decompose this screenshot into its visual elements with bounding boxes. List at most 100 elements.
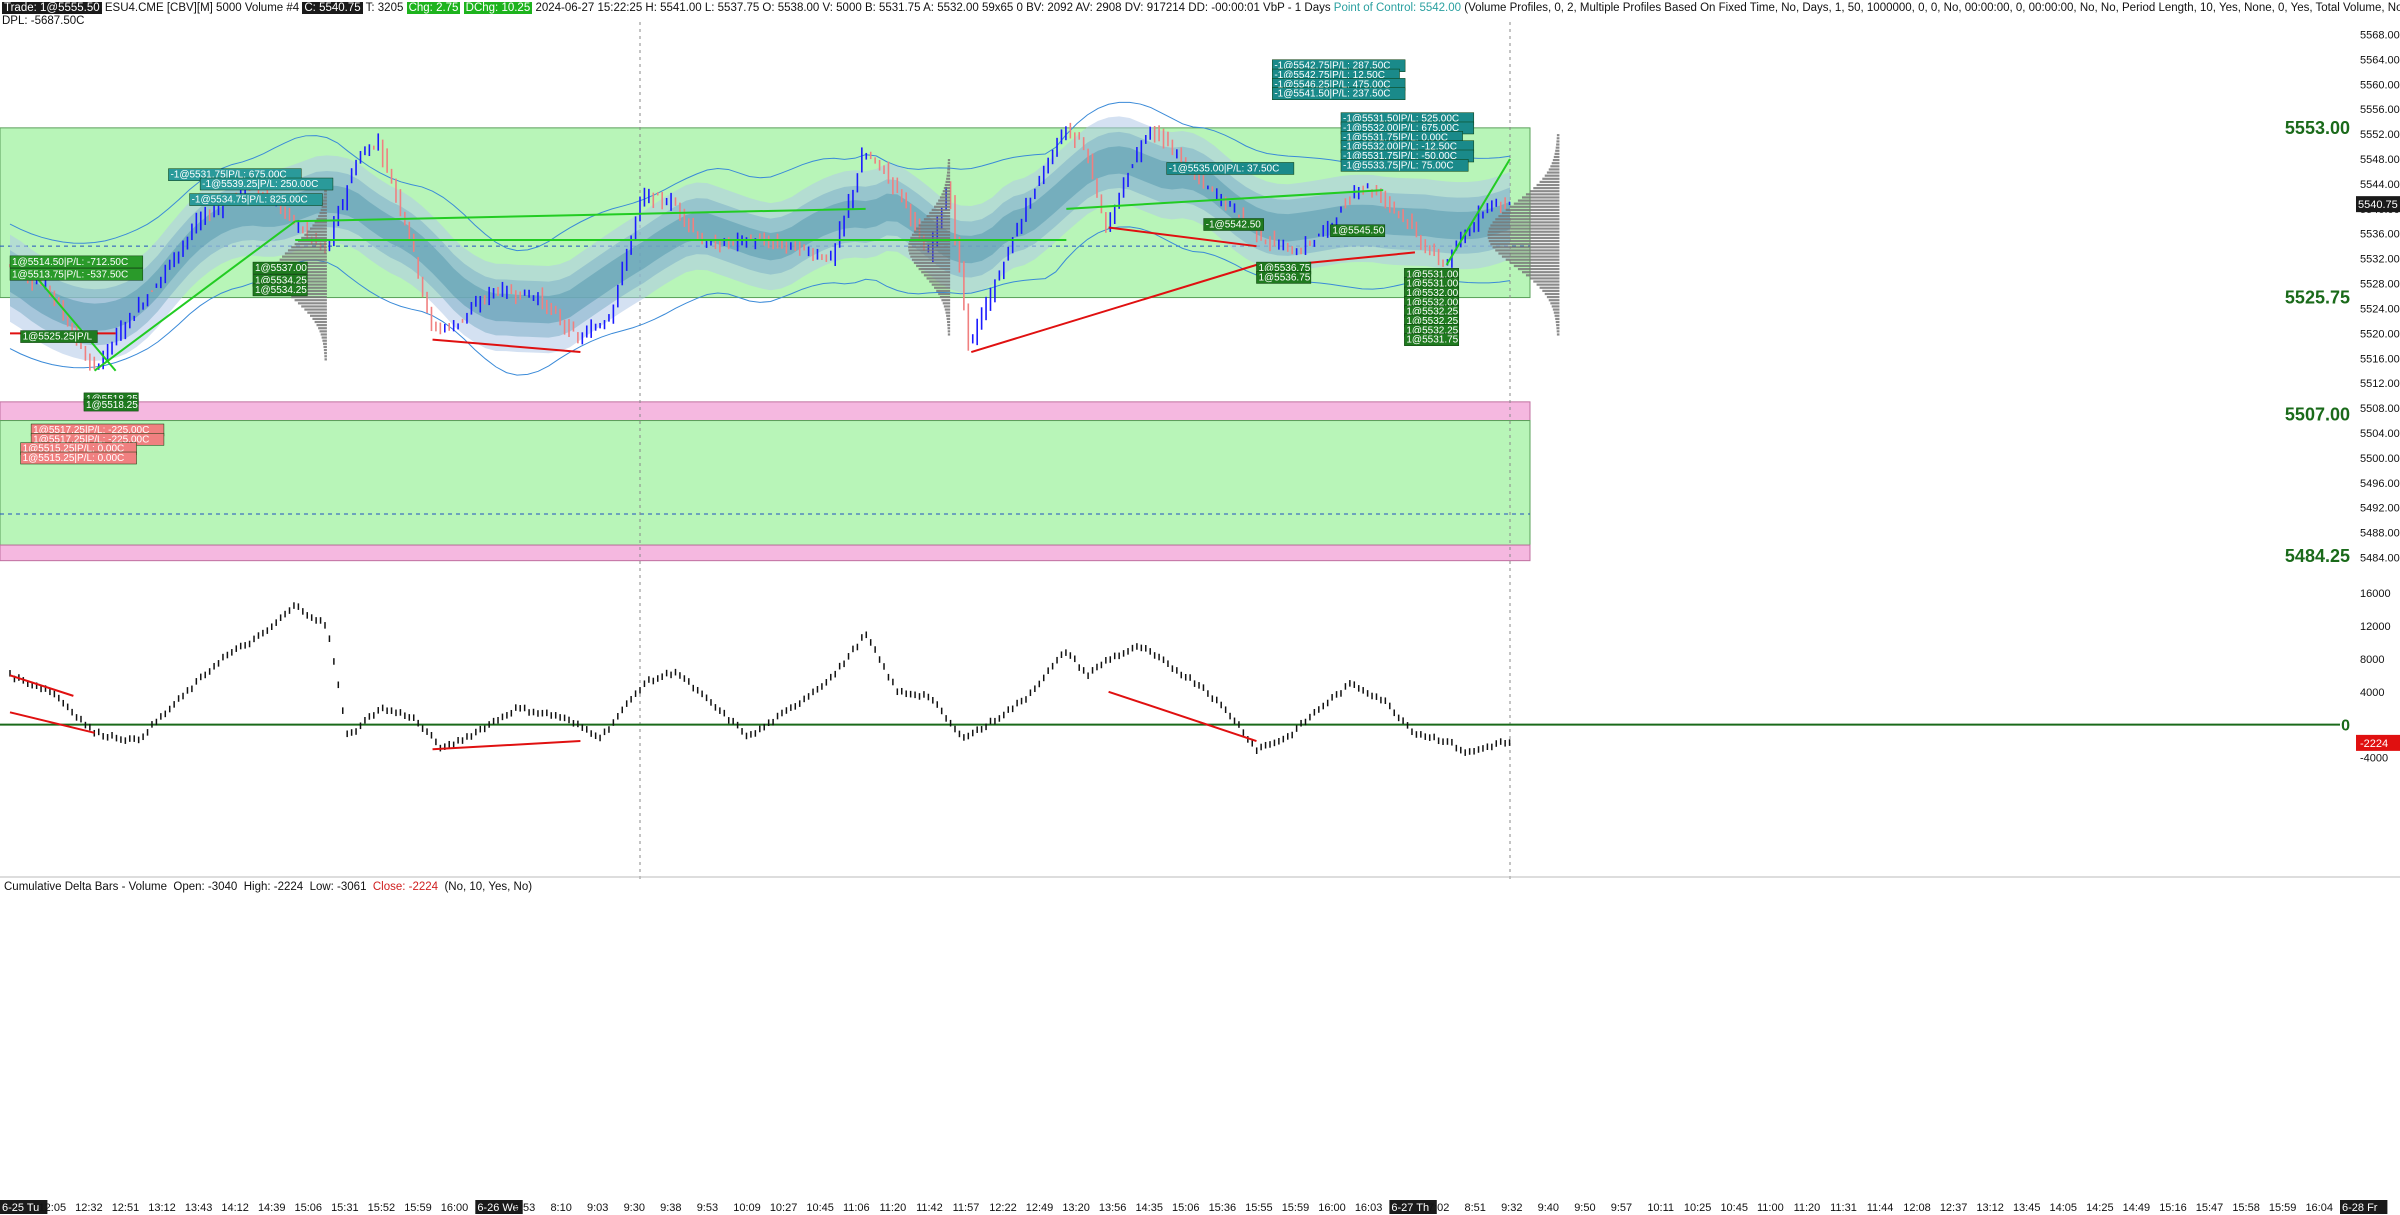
- profile-bar: [304, 308, 327, 311]
- profile-bar: [916, 227, 951, 230]
- profile-bar: [1553, 311, 1560, 314]
- delta-tick: 8000: [2360, 654, 2384, 666]
- time-label: 10:11: [1647, 1202, 1674, 1214]
- profile-bar: [1551, 162, 1560, 165]
- profile-bar: [916, 264, 951, 268]
- time-label: 12:49: [1026, 1202, 1054, 1214]
- price-tick: 5536.00: [2360, 229, 2400, 241]
- profile-bar: [294, 243, 327, 246]
- profile-bar: [946, 314, 951, 317]
- profile-bar: [941, 193, 951, 196]
- profile-bar: [942, 302, 951, 305]
- order-label-bg: [1340, 159, 1469, 172]
- order-label: 1@5515.25|P/L: 0.00C: [23, 453, 125, 464]
- profile-bar: [909, 252, 951, 255]
- profile-bar: [943, 305, 951, 308]
- time-label: 13:20: [1062, 1202, 1090, 1214]
- order-label-bg: [252, 283, 308, 297]
- order-label: 1@5532.00: [1406, 297, 1458, 308]
- time-label: 14:12: [221, 1202, 249, 1214]
- profile-bar: [1554, 152, 1560, 155]
- profile-bar: [1487, 236, 1560, 240]
- time-label: 13:12: [1976, 1202, 2004, 1214]
- price-tick: 5508.00: [2360, 403, 2400, 415]
- details-label: 2024-06-27 15:22:25 H: 5541.00 L: 5537.7…: [535, 2, 1331, 14]
- order-label: 1@5532.25: [1406, 307, 1458, 318]
- profile-bar: [1529, 190, 1560, 193]
- profile-bar: [947, 168, 951, 171]
- profile-bar: [307, 311, 327, 314]
- time-label: 12:32: [75, 1202, 103, 1214]
- profile-bar: [321, 336, 327, 339]
- profile-bar: [931, 208, 951, 212]
- profile-bar: [945, 180, 951, 183]
- time-label: 14:05: [2050, 1202, 2078, 1214]
- price-tick: 5544.00: [2360, 179, 2400, 191]
- profile-bar: [321, 205, 327, 208]
- profile-bar: [1539, 286, 1560, 289]
- profile-bar: [1521, 271, 1560, 274]
- profile-bar: [909, 239, 951, 243]
- time-label: 10:27: [770, 1202, 798, 1214]
- order-label: 1@5531.75: [1406, 335, 1458, 346]
- order-label: 1@5518.25: [86, 400, 138, 411]
- time-label: 10:09: [733, 1202, 761, 1214]
- time-label: 16:00: [1318, 1202, 1346, 1214]
- time-label: 14:39: [258, 1202, 286, 1214]
- profile-bar: [1546, 171, 1560, 174]
- order-label-bg: [1256, 271, 1312, 284]
- trend-line-green-5: [1445, 158, 1511, 266]
- profile-bar: [1509, 261, 1560, 264]
- profile-bar: [908, 246, 951, 249]
- profile-bar: [1553, 155, 1560, 159]
- profile-bar: [324, 352, 327, 355]
- profile-bar: [324, 190, 327, 193]
- time-label: 15:47: [2196, 1202, 2224, 1214]
- trend-line-red-2: [1108, 226, 1257, 248]
- profile-bar: [1529, 277, 1560, 280]
- order-label-bg: [199, 177, 334, 191]
- time-label: 12:22: [989, 1202, 1017, 1214]
- subgraph-open: Open: -3040: [173, 881, 238, 893]
- time-label: 10:25: [1684, 1202, 1712, 1214]
- time-label: 9:38: [660, 1202, 681, 1214]
- profile-bar: [284, 252, 327, 255]
- price-tick: 5548.00: [2360, 154, 2400, 166]
- profile-bar: [1556, 140, 1560, 143]
- zone-green-2: [0, 420, 1531, 546]
- profile-bar: [1536, 283, 1560, 286]
- order-label-bg: [1272, 87, 1406, 100]
- profile-bar: [1533, 187, 1560, 190]
- price-tick: 5488.00: [2360, 528, 2400, 540]
- profile-bar: [322, 339, 327, 342]
- profile-bar: [323, 348, 327, 352]
- profile-bar: [929, 211, 951, 215]
- order-label-bg: [9, 255, 144, 269]
- time-label: 9:57: [1611, 1202, 1632, 1214]
- profile-bar: [316, 218, 327, 221]
- profile-bar: [316, 324, 327, 327]
- time-label: 15:36: [1209, 1202, 1237, 1214]
- profile-bar: [1555, 149, 1560, 152]
- profile-bar: [1552, 159, 1560, 162]
- profile-bar: [946, 320, 951, 324]
- profile-bar: [1555, 320, 1560, 324]
- time-label: 13:56: [1099, 1202, 1127, 1214]
- time-label: 15:59: [1282, 1202, 1310, 1214]
- profile-bar: [307, 230, 327, 233]
- time-label: 15:59: [404, 1202, 432, 1214]
- order-label-bg: [189, 193, 323, 206]
- profile-bar: [938, 199, 951, 202]
- profile-bar: [1556, 137, 1560, 140]
- profile-bar: [1501, 211, 1560, 215]
- profile-bar: [908, 249, 951, 252]
- time-label: 9:03: [587, 1202, 608, 1214]
- profile-bar: [943, 187, 951, 190]
- order-label: -1@5531.75|P/L: 675.00C: [170, 170, 286, 181]
- order-label: -1@5542.50: [1206, 220, 1262, 231]
- profile-bar: [1488, 227, 1560, 230]
- profile-bar: [291, 246, 327, 249]
- order-label: 1@5531.00: [1406, 269, 1458, 280]
- time-label: 12:08: [1903, 1202, 1931, 1214]
